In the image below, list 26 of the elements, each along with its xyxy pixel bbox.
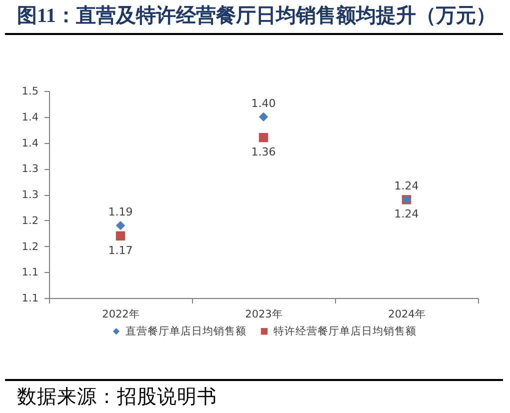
y-tick-label: 1.3 [22, 163, 38, 176]
y-tick-label: 1.4 [22, 137, 39, 150]
y-tick-label: 1.1 [22, 292, 38, 304]
data-label: 1.17 [108, 244, 133, 257]
y-tick-label: 1.1 [22, 266, 38, 279]
y-tick-label: 1.3 [22, 189, 38, 201]
y-tick-label: 1.4 [22, 111, 39, 124]
point [116, 231, 126, 241]
data-label: 1.24 [394, 208, 419, 221]
point [258, 112, 268, 122]
point [258, 132, 268, 142]
y-tick-label: 1.2 [22, 214, 38, 227]
y-tick-label: 1.5 [22, 86, 38, 98]
x-tick-label: 2022年 [102, 308, 140, 320]
legend-label: 特许经营餐厅单店日均销售额 [274, 324, 416, 338]
x-tick-label: 2024年 [388, 308, 426, 320]
data-label: 1.19 [108, 206, 133, 219]
legend-label: 直营餐厅单店日均销售额 [126, 324, 246, 338]
source-note: 数据来源：招股说明书 [17, 386, 217, 408]
data-label: 1.24 [394, 180, 419, 193]
y-tick-label: 1.2 [22, 240, 38, 253]
data-label: 1.36 [251, 146, 276, 159]
chart-title: 图11：直营及特许经营餐厅日均销售额均提升（万元） [17, 4, 496, 27]
data-label: 1.40 [251, 96, 276, 110]
point [116, 220, 126, 230]
x-tick-label: 2023年 [245, 308, 283, 320]
